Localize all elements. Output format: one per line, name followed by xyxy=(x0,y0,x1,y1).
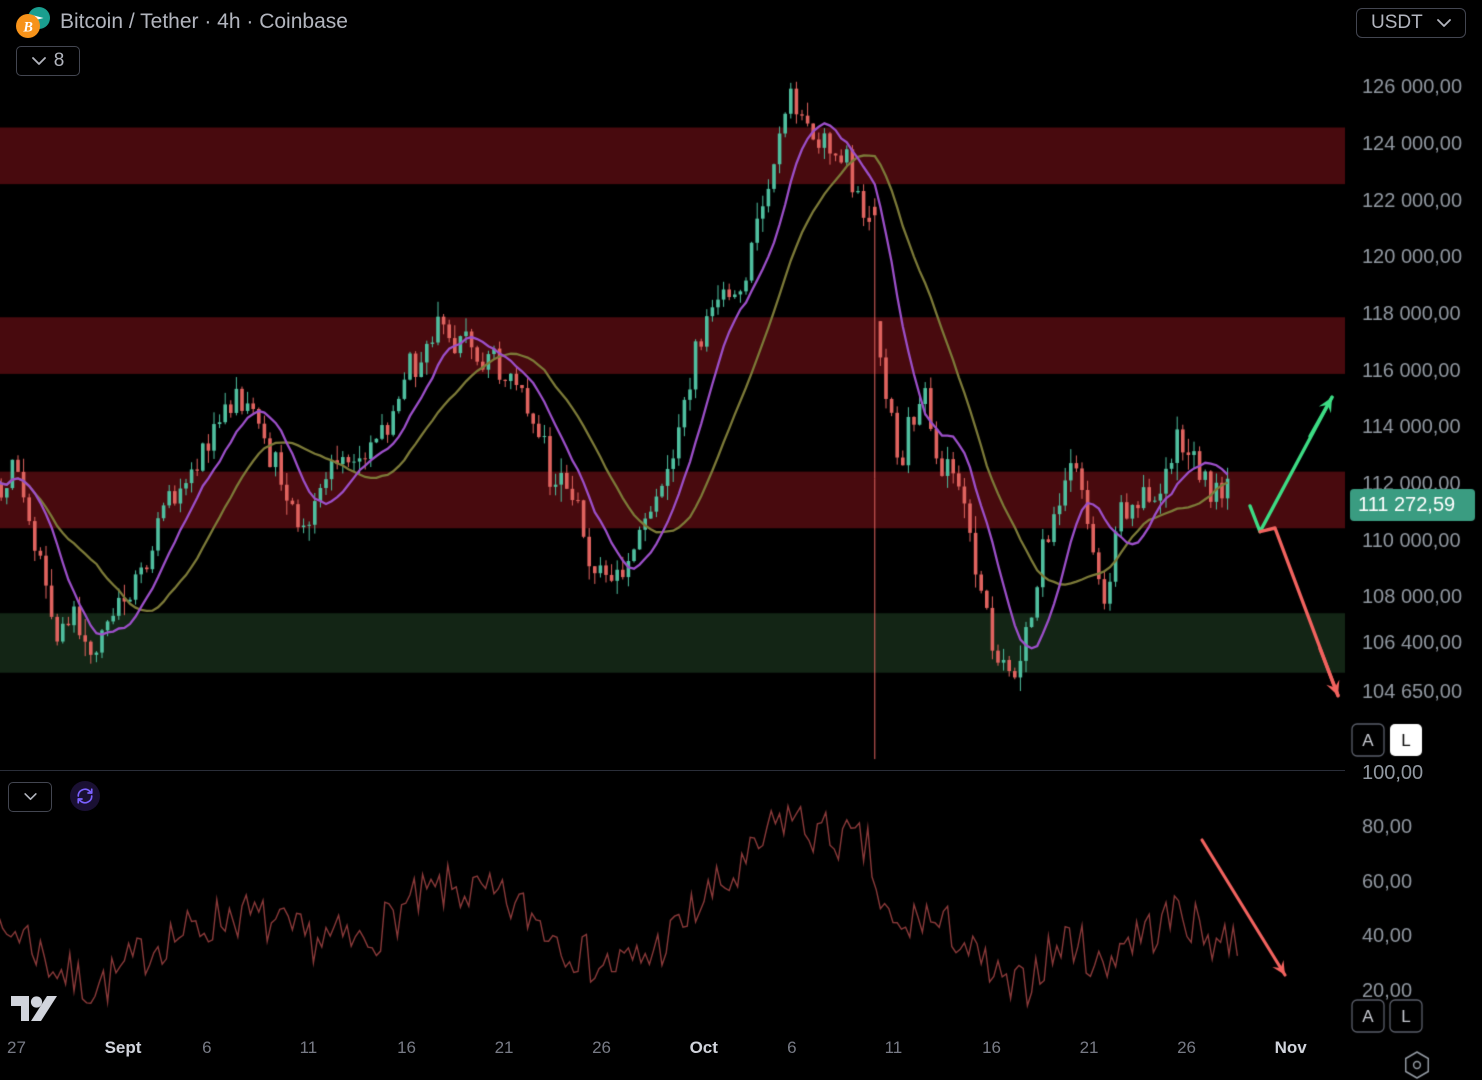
svg-text:B: B xyxy=(22,20,33,36)
